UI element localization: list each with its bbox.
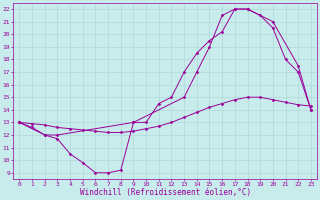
X-axis label: Windchill (Refroidissement éolien,°C): Windchill (Refroidissement éolien,°C) xyxy=(80,188,251,197)
